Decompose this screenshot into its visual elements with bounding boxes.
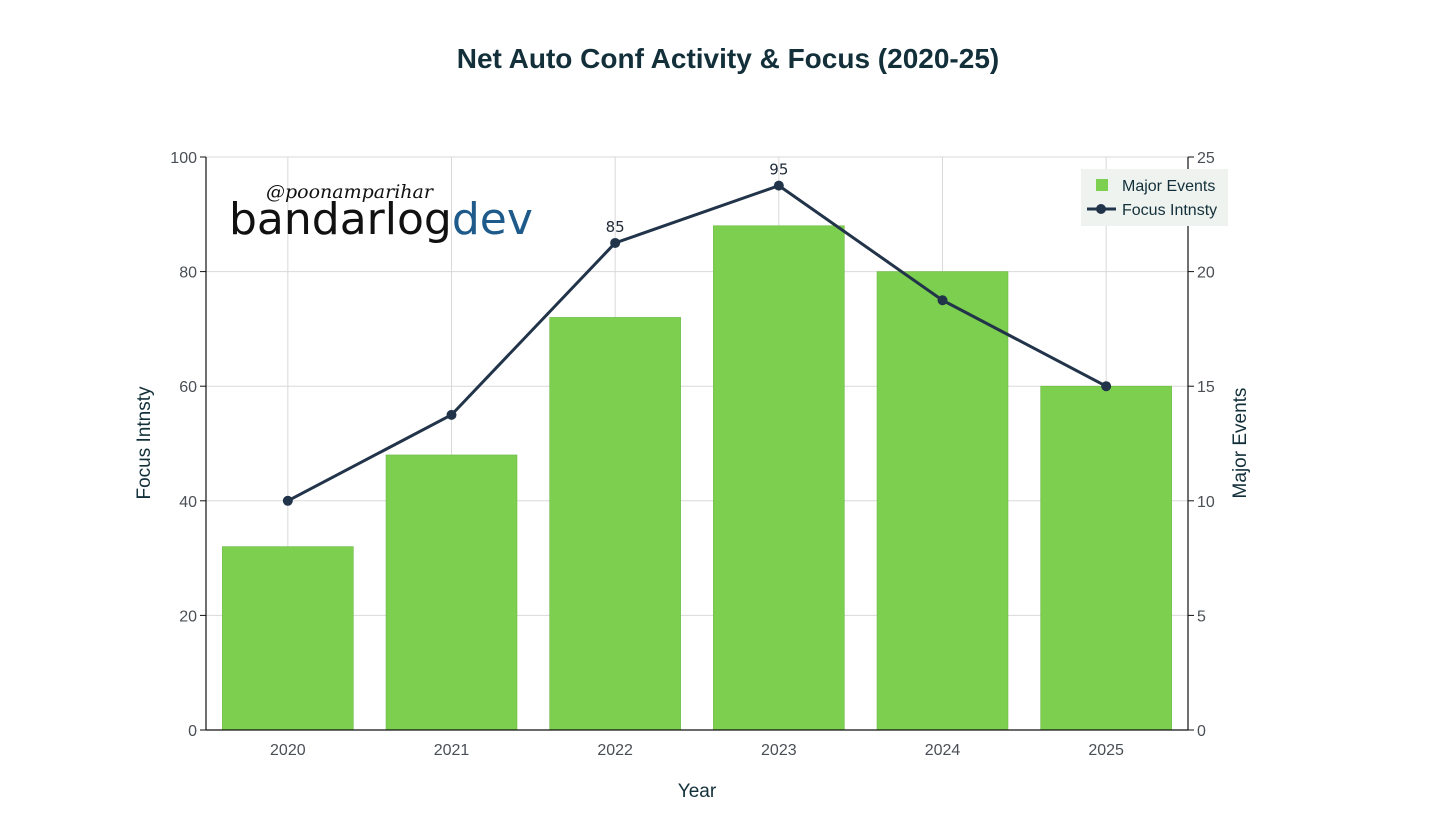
x-tick-label: 2024 — [925, 742, 961, 759]
point-focus-intensity-2022 — [610, 237, 621, 248]
y-right-tick-label: 15 — [1197, 379, 1215, 396]
point-focus-intensity-2020 — [282, 495, 293, 506]
line-focus-intensity — [287, 184, 1107, 503]
data-label-2022: 85 — [606, 218, 625, 236]
x-tick-label: 2023 — [761, 742, 797, 759]
y-left-tick-label: 0 — [188, 723, 197, 740]
line-layer — [282, 180, 1112, 506]
watermark-brand: bandarlogdev — [229, 194, 533, 245]
watermark-brand-suffix: dev — [452, 194, 533, 245]
x-axis-title: Year — [678, 781, 717, 802]
bar-layer — [222, 225, 1172, 731]
x-tick-label: 2020 — [270, 742, 306, 759]
x-tick-label: 2022 — [597, 742, 633, 759]
y-axis-right-title: Major Events — [1230, 388, 1251, 499]
x-tick-label: 2021 — [434, 742, 470, 759]
chart-title: Net Auto Conf Activity & Focus (2020-25) — [457, 43, 999, 74]
legend-label-focus-intensity: Focus Intnsty — [1122, 202, 1217, 219]
point-focus-intensity-2025 — [1101, 381, 1112, 392]
legend-swatch-focus-marker — [1096, 204, 1106, 214]
watermark-handle: @poonamparihar — [266, 181, 435, 203]
watermark: @poonamparihar bandarlogdev — [229, 181, 533, 245]
y-axis-left-title: Focus Intnsty — [134, 386, 155, 499]
y-left-tick-label: 20 — [179, 608, 197, 625]
label-layer: 85 95 — [606, 161, 789, 236]
point-focus-intensity-2024 — [937, 295, 948, 306]
y-right-tick-label: 0 — [1197, 723, 1206, 740]
legend-label-major-events: Major Events — [1122, 178, 1215, 195]
y-left-tick-label: 60 — [179, 379, 197, 396]
bar-major-events-2020 — [222, 546, 354, 731]
y-right-tick-label: 5 — [1197, 608, 1206, 625]
bar-major-events-2024 — [876, 271, 1009, 731]
y-right-tick-label: 10 — [1197, 494, 1215, 511]
data-label-2023: 95 — [769, 161, 788, 179]
y-left-tick-label: 100 — [170, 150, 197, 167]
bar-major-events-2022 — [549, 317, 681, 731]
point-focus-intensity-2021 — [446, 409, 457, 420]
y-left-tick-label: 80 — [179, 265, 197, 282]
legend-background — [1081, 169, 1228, 226]
y-right-tick-label: 20 — [1197, 265, 1215, 282]
legend-swatch-major-events — [1096, 179, 1108, 191]
x-tick-label: 2025 — [1088, 742, 1124, 759]
legend: Major Events Focus Intnsty — [1081, 169, 1228, 226]
bar-major-events-2021 — [385, 454, 518, 731]
y-left-tick-label: 40 — [179, 494, 197, 511]
bar-major-events-2025 — [1040, 385, 1172, 731]
point-focus-intensity-2023 — [773, 180, 784, 191]
watermark-brand-name: bandarlog — [229, 194, 452, 245]
bar-major-events-2023 — [713, 225, 845, 731]
y-right-tick-label: 25 — [1197, 150, 1215, 167]
